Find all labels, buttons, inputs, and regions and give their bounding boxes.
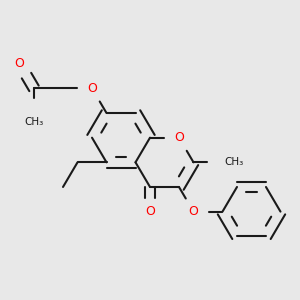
Text: O: O [174,131,184,144]
Text: O: O [15,57,24,70]
Text: CH₃: CH₃ [24,117,44,127]
Text: O: O [189,205,198,218]
Text: O: O [87,82,97,95]
Text: CH₃: CH₃ [224,157,244,167]
Text: O: O [145,205,155,218]
